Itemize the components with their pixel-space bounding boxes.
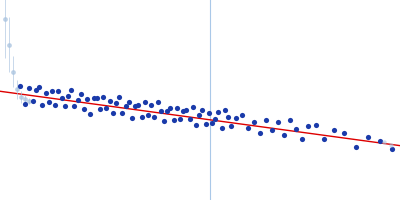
Point <box>33 89 39 92</box>
Point <box>174 106 180 109</box>
Point <box>129 116 135 120</box>
Point <box>199 108 206 112</box>
Point <box>341 132 347 135</box>
Point <box>151 116 158 119</box>
Point <box>275 121 281 124</box>
Point <box>164 109 170 113</box>
Point <box>388 144 394 147</box>
Point <box>190 105 196 108</box>
Point <box>145 114 151 117</box>
Point <box>49 89 55 92</box>
Point <box>87 113 94 116</box>
Point <box>233 116 239 119</box>
Point <box>30 99 36 102</box>
Point <box>42 91 49 94</box>
Point <box>177 117 183 120</box>
Point <box>84 98 90 101</box>
Point <box>103 106 110 109</box>
Point <box>321 138 327 141</box>
Point <box>142 101 148 104</box>
Point <box>353 146 359 149</box>
Point <box>183 108 190 111</box>
Point <box>135 104 142 107</box>
Point <box>68 89 74 92</box>
Point <box>389 148 395 151</box>
Point <box>158 110 164 113</box>
Point <box>148 103 154 107</box>
Point <box>225 116 231 119</box>
Point <box>74 98 81 101</box>
Point <box>209 121 215 125</box>
Point <box>251 120 257 124</box>
Point <box>119 111 126 114</box>
Point <box>113 102 119 105</box>
Point <box>228 124 234 127</box>
Point <box>222 109 228 112</box>
Point <box>170 118 177 121</box>
Point <box>81 108 87 111</box>
Point <box>138 116 145 119</box>
Point <box>97 107 103 110</box>
Point <box>293 127 299 130</box>
Point <box>46 100 52 103</box>
Point <box>287 118 293 122</box>
Point <box>269 129 275 132</box>
Point <box>78 93 84 96</box>
Point <box>365 136 371 139</box>
Point <box>39 103 46 106</box>
Point <box>62 104 68 107</box>
Point <box>313 124 319 127</box>
Point <box>331 128 337 131</box>
Point <box>212 117 218 120</box>
Point <box>71 105 78 108</box>
Point <box>52 103 58 106</box>
Point <box>245 126 251 129</box>
Point <box>55 90 62 93</box>
Point <box>167 106 174 109</box>
Point <box>132 104 138 107</box>
Point <box>299 138 305 141</box>
Point <box>196 114 202 117</box>
Point <box>161 120 167 123</box>
Point <box>180 110 186 113</box>
Point <box>90 97 97 100</box>
Point <box>154 100 161 104</box>
Point <box>17 85 23 88</box>
Point <box>26 87 32 90</box>
Point <box>106 100 113 103</box>
Point <box>305 125 311 128</box>
Point <box>186 117 193 121</box>
Point <box>22 103 28 106</box>
Point <box>116 95 122 98</box>
Point <box>193 123 199 126</box>
Point <box>215 111 222 114</box>
Point <box>126 100 132 104</box>
Point <box>94 96 100 99</box>
Point <box>206 111 212 114</box>
Point <box>381 140 387 144</box>
Point <box>100 95 106 98</box>
Point <box>377 139 383 143</box>
Point <box>263 118 269 121</box>
Point <box>257 132 263 135</box>
Point <box>110 112 116 115</box>
Point <box>202 122 209 126</box>
Point <box>58 96 65 99</box>
Point <box>218 127 225 130</box>
Point <box>122 105 129 108</box>
Point <box>65 94 71 97</box>
Point <box>239 114 245 117</box>
Point <box>281 133 287 136</box>
Point <box>36 85 42 88</box>
